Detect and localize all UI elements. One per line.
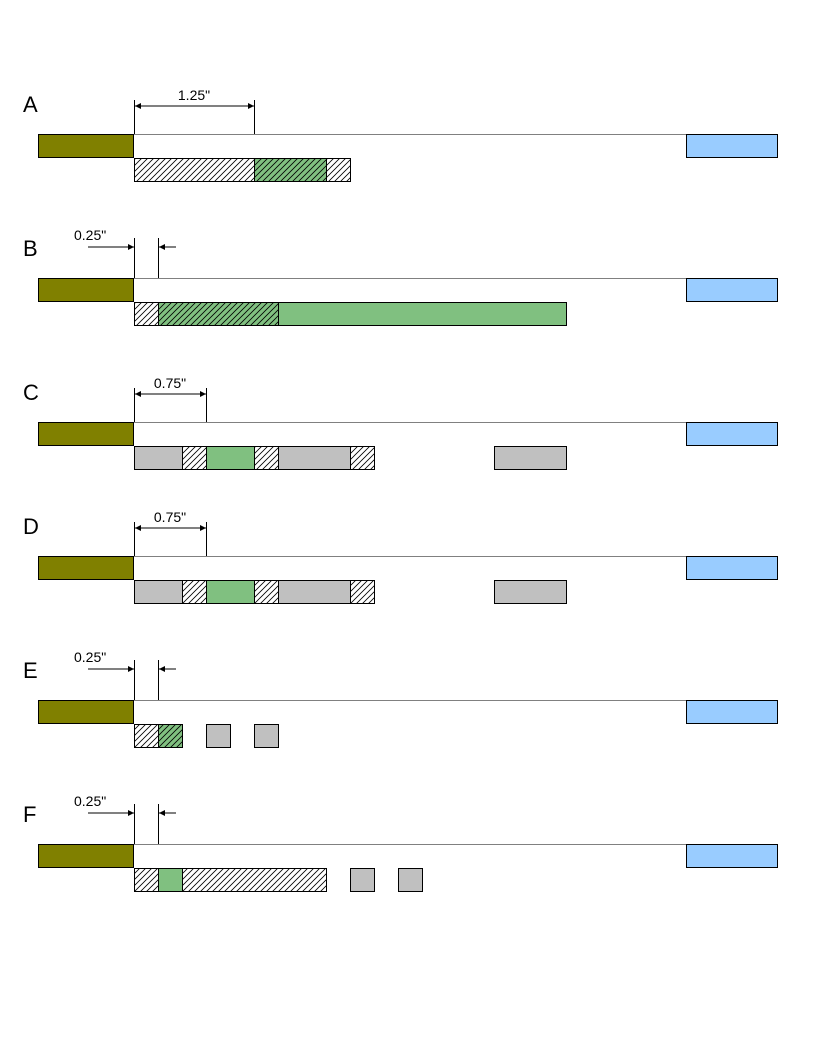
block-gray xyxy=(278,446,351,470)
dimension-label: 0.75" xyxy=(154,375,186,391)
dimension-label: 0.25" xyxy=(74,649,106,665)
blue-bar xyxy=(686,134,778,158)
row-label: B xyxy=(23,236,38,261)
block-hatch xyxy=(134,868,159,892)
block-gray xyxy=(206,724,231,748)
blue-bar xyxy=(686,422,778,446)
row-label: C xyxy=(23,380,39,405)
block-hatch xyxy=(254,446,279,470)
block-gray xyxy=(398,868,423,892)
block-hatch xyxy=(350,580,375,604)
block-green xyxy=(158,868,183,892)
block-hatch xyxy=(254,580,279,604)
blue-bar xyxy=(686,700,778,724)
olive-bar xyxy=(38,844,134,868)
dimension-label: 0.25" xyxy=(74,227,106,243)
row-label: D xyxy=(23,514,39,539)
dimension-label: 1.25" xyxy=(178,87,210,103)
block-hatch xyxy=(134,302,159,326)
olive-bar xyxy=(38,556,134,580)
block-green xyxy=(206,580,255,604)
block-green-hatch xyxy=(158,302,279,326)
block-hatch xyxy=(134,158,255,182)
block-gray xyxy=(278,580,351,604)
block-gray xyxy=(494,580,567,604)
block-green xyxy=(278,302,567,326)
olive-bar xyxy=(38,278,134,302)
row-label: E xyxy=(23,658,38,683)
block-green-hatch xyxy=(254,158,327,182)
block-gray xyxy=(134,580,183,604)
block-gray xyxy=(494,446,567,470)
block-hatch xyxy=(350,446,375,470)
blue-bar xyxy=(686,844,778,868)
row-f: F 0.25" xyxy=(23,793,778,892)
block-hatch xyxy=(182,446,207,470)
olive-bar xyxy=(38,700,134,724)
blue-bar xyxy=(686,556,778,580)
olive-bar xyxy=(38,422,134,446)
block-green xyxy=(206,446,255,470)
row-d: D 0.75" xyxy=(23,509,778,604)
row-c: C 0.75" xyxy=(23,375,778,470)
blue-bar xyxy=(686,278,778,302)
block-green-hatch xyxy=(158,724,183,748)
row-b: B 0.25" xyxy=(23,227,778,326)
block-hatch xyxy=(134,724,159,748)
dimension-label: 0.75" xyxy=(154,509,186,525)
block-hatch xyxy=(182,868,327,892)
dimension-label: 0.25" xyxy=(74,793,106,809)
row-label: A xyxy=(23,92,38,117)
block-hatch xyxy=(326,158,351,182)
row-label: F xyxy=(23,802,36,827)
block-gray xyxy=(254,724,279,748)
row-e: E 0.25" xyxy=(23,649,778,748)
row-a: A 1.25" xyxy=(23,87,778,182)
block-gray xyxy=(134,446,183,470)
rows-layer: A 1.25" B 0.25" C 0.75" D 0.75" E 0.25" F 0.25" xyxy=(23,87,778,892)
olive-bar xyxy=(38,134,134,158)
block-gray xyxy=(350,868,375,892)
block-hatch xyxy=(182,580,207,604)
